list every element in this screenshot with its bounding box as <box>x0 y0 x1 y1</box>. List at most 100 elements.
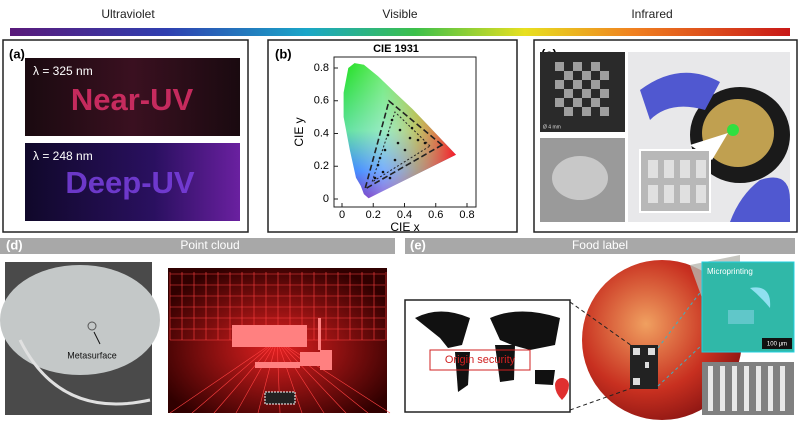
scale-label: Ø 4 mm <box>543 124 561 130</box>
green-spot <box>727 124 739 136</box>
metasurface-dot <box>87 321 97 331</box>
panel-label: (a) <box>9 46 25 61</box>
furniture <box>232 318 332 370</box>
plot-title: CIE 1931 <box>373 43 419 55</box>
checker-cell <box>582 107 591 116</box>
rib <box>756 366 761 411</box>
scale-bar <box>762 338 792 349</box>
scale-label: 100 μm <box>767 342 787 348</box>
axis-title: CIE y <box>292 117 306 146</box>
x-tick-label: 0 <box>339 209 345 221</box>
checker-cell <box>582 89 591 98</box>
cie-locus <box>343 63 456 199</box>
checker-cell <box>591 80 600 89</box>
uv-text: Near-UV <box>71 82 194 117</box>
photo <box>25 58 240 136</box>
rib <box>768 366 773 411</box>
checker-cell <box>564 107 573 116</box>
x-tick-label: 0.2 <box>366 209 381 221</box>
grid-line <box>276 339 303 414</box>
grid-line <box>169 339 278 414</box>
grid-line <box>276 339 325 414</box>
qr-modules <box>633 348 655 385</box>
grid-line <box>213 339 278 414</box>
checker-cell <box>600 89 609 98</box>
ribs <box>708 366 785 411</box>
checker-cell <box>591 98 600 107</box>
lens-photo <box>0 265 160 375</box>
qr-floor <box>264 391 296 405</box>
label-box <box>429 349 531 371</box>
x-tick-label: 0.8 <box>459 209 474 221</box>
micro-text <box>728 310 754 324</box>
rib <box>744 366 749 411</box>
checkerboard <box>555 62 609 116</box>
checker-cell <box>573 62 582 71</box>
y-tick-label: 0.6 <box>314 95 329 107</box>
uv-text: Deep-UV <box>65 165 195 200</box>
spectrum-label: Infrared <box>631 7 672 21</box>
rib <box>720 366 725 411</box>
grid-line <box>276 339 391 414</box>
logo <box>750 287 771 308</box>
ticks: 0 0.2 0.4 0.6 0.8 0 0.2 0.4 0.6 0.8 <box>314 62 475 221</box>
y-tick-label: 0.8 <box>314 62 329 74</box>
frame-arm <box>18 339 151 406</box>
glove <box>730 177 790 222</box>
caption: λ = 248 nm <box>33 149 93 163</box>
glove <box>640 72 720 120</box>
checker-cell <box>555 62 564 71</box>
axis-title: CIE x <box>390 220 419 234</box>
checker-cell <box>591 62 600 71</box>
panel-label: (e) <box>410 237 426 252</box>
arrow <box>93 331 101 345</box>
checker-cell <box>600 71 609 80</box>
grid-line <box>191 339 278 414</box>
spectrum-label: Ultraviolet <box>101 7 155 21</box>
connector <box>569 301 633 347</box>
spectrum-label: Visible <box>382 7 417 21</box>
checker-cell <box>564 71 573 80</box>
pillars <box>648 160 706 203</box>
checker-cell <box>555 98 564 107</box>
panel-label: (b) <box>275 46 292 61</box>
rib <box>780 366 785 411</box>
checker-cell <box>564 89 573 98</box>
x-tick-label: 0.4 <box>397 209 412 221</box>
fist <box>552 156 608 200</box>
section-bar <box>0 238 395 254</box>
spectrum-bar <box>10 28 790 36</box>
y-tick-label: 0.4 <box>314 127 329 139</box>
section-title: Point cloud <box>180 238 239 252</box>
world-map <box>415 311 560 392</box>
location-pin <box>555 378 569 400</box>
rib <box>732 366 737 411</box>
caption: λ = 325 nm <box>33 64 93 78</box>
microprint-inset <box>701 261 795 353</box>
point-cloud-grid <box>169 272 391 414</box>
map-text: Origin security <box>445 354 516 366</box>
connector <box>569 387 633 411</box>
grid-line <box>276 339 347 414</box>
grid-line <box>276 339 369 414</box>
checker-cell <box>582 71 591 80</box>
callout <box>690 133 728 160</box>
checker-cell <box>573 80 582 89</box>
annotation: Metasurface <box>67 350 117 360</box>
rib <box>708 366 713 411</box>
connector <box>657 289 703 349</box>
section-bar <box>405 238 795 254</box>
x-tick-label: 0.6 <box>428 209 443 221</box>
checker-cell <box>573 98 582 107</box>
grid-line <box>235 339 278 414</box>
y-tick-label: 0.2 <box>314 160 329 172</box>
checker-cell <box>555 80 564 89</box>
checker-cell <box>600 107 609 116</box>
grid-line <box>257 339 278 414</box>
panel-label: (d) <box>6 237 23 252</box>
inset-title: Microprinting <box>707 267 753 276</box>
section-title: Food label <box>572 238 628 252</box>
y-tick-label: 0 <box>323 193 329 205</box>
connector <box>657 344 703 387</box>
